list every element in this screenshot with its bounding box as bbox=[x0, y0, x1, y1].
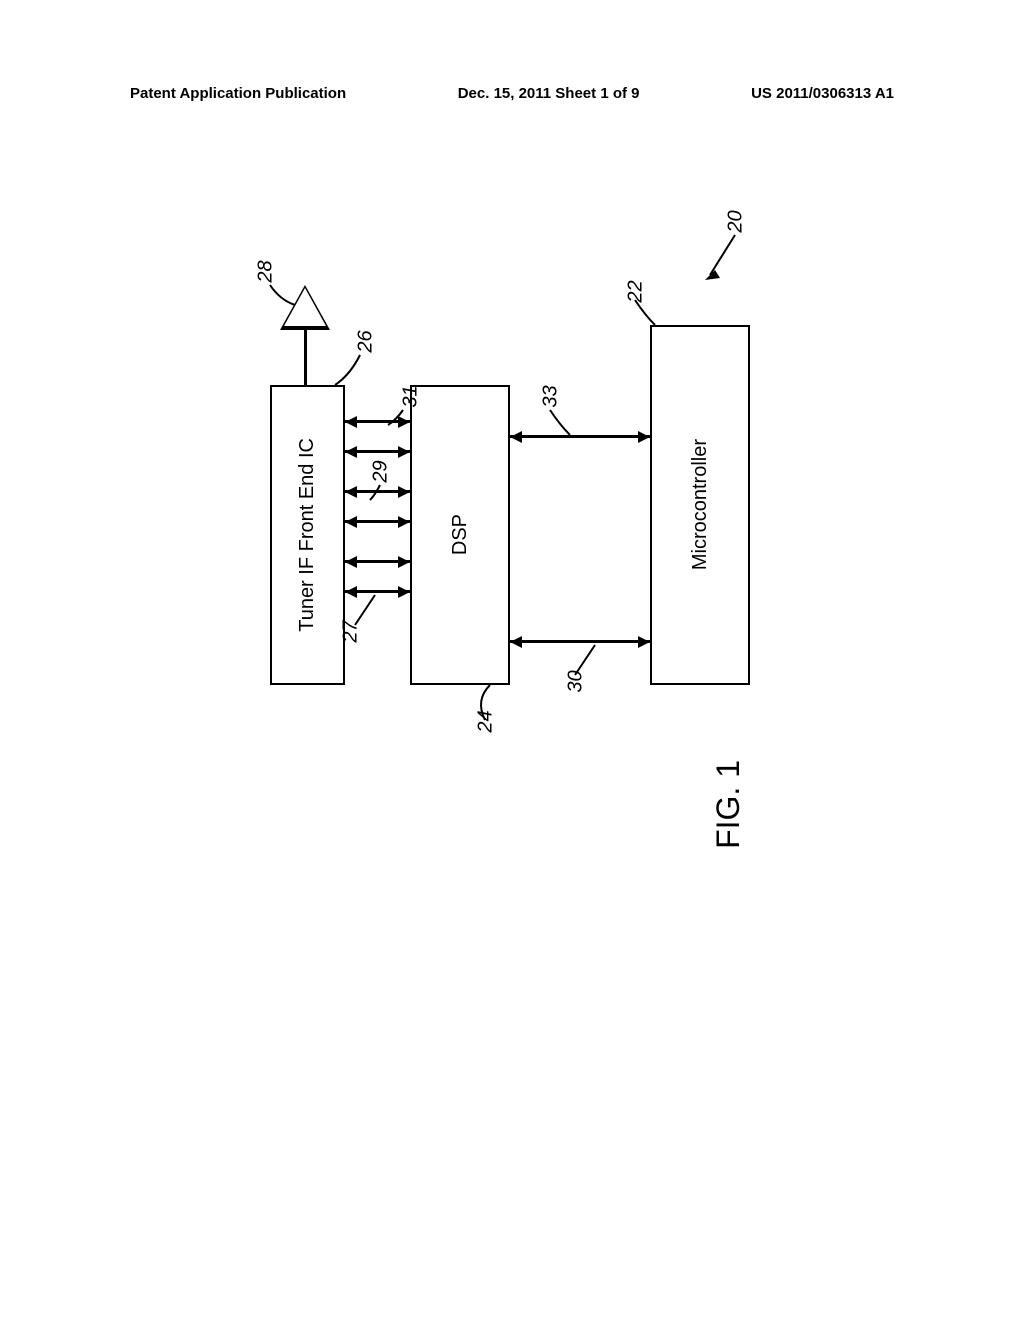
leader-28 bbox=[270, 280, 300, 310]
arrow-head bbox=[510, 636, 522, 648]
arrow-head bbox=[398, 446, 410, 458]
leader-33 bbox=[550, 410, 575, 440]
arrow-head bbox=[345, 446, 357, 458]
tuner-label: Tuner IF Front End IC bbox=[296, 438, 319, 632]
connection-30 bbox=[510, 640, 650, 643]
dsp-block: DSP bbox=[410, 385, 510, 685]
ref-26: 26 bbox=[355, 330, 378, 352]
leader-24 bbox=[475, 685, 505, 720]
leader-22 bbox=[635, 300, 660, 330]
connection-33 bbox=[510, 435, 650, 438]
arrow-head bbox=[638, 431, 650, 443]
arrow-head bbox=[398, 556, 410, 568]
leader-26 bbox=[335, 355, 365, 390]
leader-31 bbox=[388, 410, 408, 430]
microcontroller-block: Microcontroller bbox=[650, 325, 750, 685]
arrow-head bbox=[398, 586, 410, 598]
microcontroller-label: Microcontroller bbox=[689, 439, 712, 570]
tuner-block: Tuner IF Front End IC bbox=[270, 385, 345, 685]
arrow-head bbox=[398, 516, 410, 528]
arrow-head bbox=[345, 556, 357, 568]
header-right: US 2011/0306313 A1 bbox=[751, 85, 894, 102]
arrow-head bbox=[510, 431, 522, 443]
arrow-head bbox=[345, 486, 357, 498]
header-center: Dec. 15, 2011 Sheet 1 of 9 bbox=[458, 85, 640, 102]
leader-29 bbox=[370, 485, 390, 505]
block-diagram: Tuner IF Front End IC DSP Microcontrolle… bbox=[170, 270, 770, 970]
figure-label: FIG. 1 bbox=[710, 760, 747, 849]
arrow-head bbox=[638, 636, 650, 648]
arrow-head bbox=[345, 516, 357, 528]
leader-27 bbox=[355, 595, 380, 630]
header-left: Patent Application Publication bbox=[130, 85, 346, 102]
ref-31: 31 bbox=[400, 385, 423, 407]
leader-30 bbox=[575, 645, 600, 680]
ref-29: 29 bbox=[370, 460, 393, 482]
ref-33: 33 bbox=[540, 385, 563, 407]
arrow-head bbox=[345, 416, 357, 428]
arrow-head bbox=[398, 486, 410, 498]
dsp-label: DSP bbox=[449, 514, 472, 555]
leader-20 bbox=[705, 230, 745, 290]
